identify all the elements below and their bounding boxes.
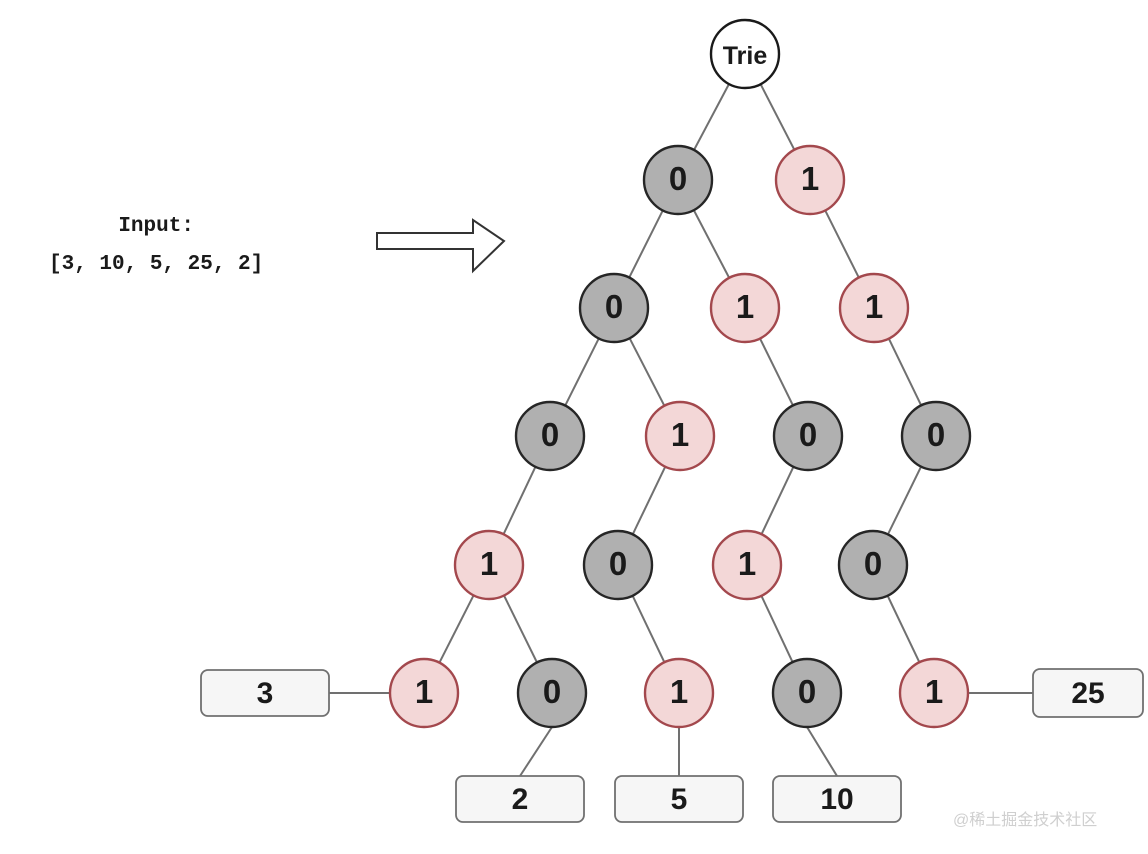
svg-text:1: 1	[736, 288, 754, 325]
svg-text:0: 0	[864, 545, 882, 582]
svg-text:0: 0	[543, 673, 561, 710]
svg-text:2: 2	[512, 783, 529, 816]
svg-text:0: 0	[798, 673, 816, 710]
svg-text:0: 0	[541, 416, 559, 453]
svg-text:1: 1	[865, 288, 883, 325]
svg-text:1: 1	[670, 673, 688, 710]
svg-text:0: 0	[799, 416, 817, 453]
svg-text:1: 1	[738, 545, 756, 582]
svg-text:5: 5	[671, 783, 688, 816]
svg-text:1: 1	[925, 673, 943, 710]
svg-text:0: 0	[927, 416, 945, 453]
svg-text:3: 3	[257, 677, 274, 710]
svg-text:0: 0	[609, 545, 627, 582]
svg-text:1: 1	[801, 160, 819, 197]
svg-text:0: 0	[669, 160, 687, 197]
svg-text:1: 1	[415, 673, 433, 710]
svg-text:25: 25	[1071, 677, 1104, 710]
svg-text:1: 1	[671, 416, 689, 453]
svg-text:10: 10	[820, 783, 853, 816]
svg-text:1: 1	[480, 545, 498, 582]
svg-text:0: 0	[605, 288, 623, 325]
svg-text:Trie: Trie	[723, 42, 768, 70]
